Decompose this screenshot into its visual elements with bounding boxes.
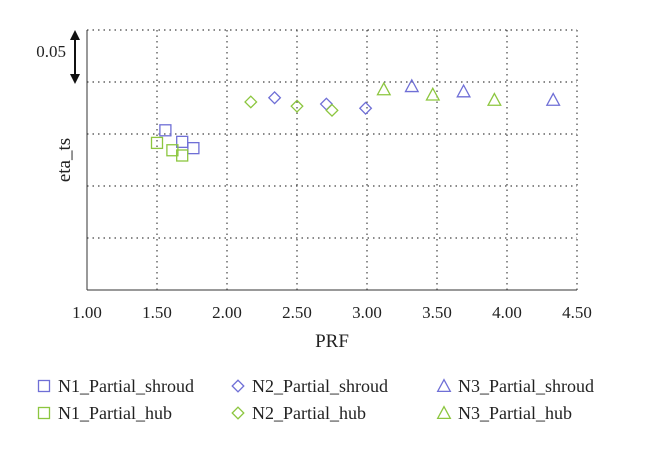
legend-label: N3_Partial_shroud <box>458 376 594 396</box>
data-point-square <box>176 149 189 162</box>
legend-marker-triangle-icon <box>436 405 452 420</box>
x-tick-label: 4.00 <box>492 303 522 322</box>
legend-item: N3_Partial_hub <box>436 403 572 423</box>
grid <box>87 29 578 290</box>
legend-label: N1_Partial_shroud <box>58 376 194 396</box>
legend-marker-triangle-icon <box>436 378 452 393</box>
data-point-triangle <box>376 81 392 96</box>
data-point-diamond <box>267 91 282 105</box>
legend-item: N2_Partial_shroud <box>231 376 388 396</box>
scale-arrow-down-head <box>70 74 80 84</box>
data-point-diamond <box>244 95 258 109</box>
x-tick-label: 2.00 <box>212 303 242 322</box>
data-point-triangle <box>545 92 561 106</box>
data-point-diamond <box>358 101 373 115</box>
data-point-square <box>159 124 172 137</box>
legend-label: N1_Partial_hub <box>58 403 172 423</box>
scale-arrow-up-head <box>70 30 80 40</box>
legend-marker-square-icon <box>37 379 51 393</box>
axes <box>86 30 577 291</box>
legend-item: N2_Partial_hub <box>231 403 366 423</box>
scale-annotation: 0.05 <box>36 30 80 84</box>
legend-item: N1_Partial_shroud <box>37 376 194 396</box>
legend: N1_Partial_shroud N2_Partial_shroud N3_Par… <box>37 376 594 423</box>
data-point-triangle <box>456 83 472 98</box>
data-point-triangle <box>404 78 420 93</box>
data-point-diamond <box>290 99 304 113</box>
data-point-diamond <box>319 97 334 111</box>
scale-annotation-label: 0.05 <box>36 42 66 61</box>
y-axis-label: eta_ts <box>54 138 75 182</box>
data-point-triangle <box>486 92 502 106</box>
x-axis-label: PRF <box>315 331 349 352</box>
data-points <box>150 78 561 162</box>
legend-label: N2_Partial_shroud <box>252 376 388 396</box>
legend-label: N2_Partial_hub <box>252 403 366 423</box>
legend-marker-diamond-icon <box>231 379 245 393</box>
x-tick-label: 2.50 <box>282 303 312 322</box>
x-tick-label: 1.00 <box>72 303 102 322</box>
legend-item: N3_Partial_shroud <box>436 376 594 396</box>
data-point-triangle <box>425 86 441 101</box>
data-point-diamond <box>325 103 339 118</box>
x-tick-label: 4.50 <box>562 303 592 322</box>
x-tick-labels: 1.00 1.50 2.00 2.50 3.00 3.50 4.00 4.50 <box>72 303 592 322</box>
data-point-square <box>176 135 189 149</box>
legend-label: N3_Partial_hub <box>458 403 572 423</box>
x-tick-label: 3.50 <box>422 303 452 322</box>
legend-marker-square-icon <box>37 406 51 420</box>
data-point-square <box>150 136 164 150</box>
x-tick-label: 1.50 <box>142 303 172 322</box>
data-point-square <box>187 141 200 155</box>
x-tick-label: 3.00 <box>352 303 382 322</box>
legend-item: N1_Partial_hub <box>37 403 172 423</box>
legend-marker-diamond-icon <box>231 406 245 420</box>
